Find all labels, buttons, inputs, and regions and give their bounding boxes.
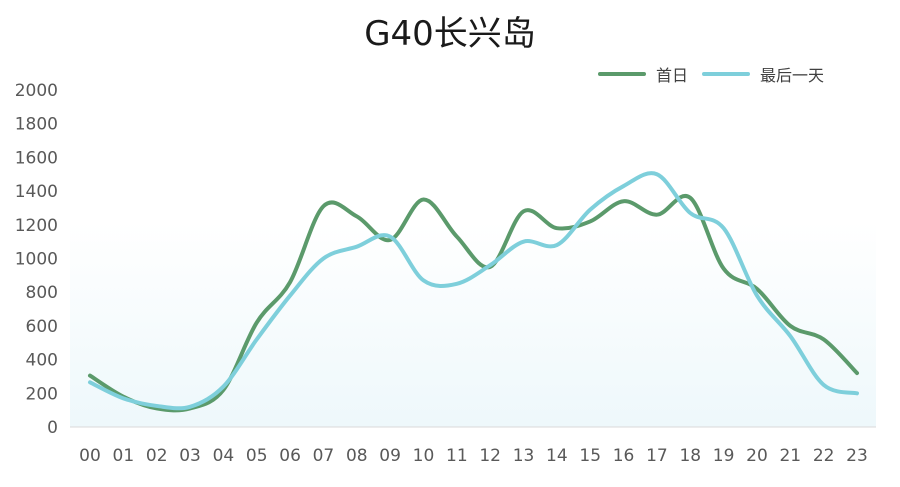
- y-tick-label: 800: [26, 283, 58, 303]
- x-tick-label: 01: [113, 446, 135, 466]
- x-tick-label: 21: [779, 446, 801, 466]
- legend-item-series-0: 首日: [598, 62, 688, 86]
- x-tick-label: 17: [646, 446, 668, 466]
- series-line-1: [88, 171, 859, 411]
- x-tick-label: 16: [613, 446, 635, 466]
- legend: 首日 最后一天: [598, 62, 838, 86]
- y-tick-label: 200: [26, 384, 58, 404]
- chart-title: G40长兴岛: [364, 14, 536, 54]
- legend-label-series-0: 首日: [656, 66, 689, 85]
- plot-background: [70, 222, 876, 427]
- x-tick-label: 14: [546, 446, 568, 466]
- x-tick-label: 05: [246, 446, 268, 466]
- legend-item-series-1: 最后一天: [702, 62, 824, 86]
- x-tick-label: 02: [146, 446, 168, 466]
- x-tick-label: 03: [179, 446, 201, 466]
- x-tick-label: 13: [513, 446, 535, 466]
- x-tick-label: 07: [313, 446, 335, 466]
- x-tick-label: 04: [213, 446, 235, 466]
- x-tick-label: 12: [479, 446, 501, 466]
- y-tick-label: 1000: [15, 250, 58, 270]
- series-line-0: [88, 193, 859, 413]
- legend-label-series-1: 最后一天: [760, 66, 825, 85]
- x-tick-label: 10: [413, 446, 435, 466]
- x-tick-label: 19: [713, 446, 735, 466]
- y-tick-label: 400: [26, 351, 58, 371]
- legend-swatch-series-0: [598, 72, 646, 76]
- y-tick-label: 1200: [15, 216, 58, 236]
- y-tick-label: 2000: [15, 81, 58, 101]
- y-tick-label: 1600: [15, 148, 58, 168]
- x-tick-label: 09: [379, 446, 401, 466]
- x-tick-label: 11: [446, 446, 468, 466]
- legend-swatch-series-1: [702, 72, 751, 76]
- y-tick-label: 600: [26, 317, 58, 337]
- y-tick-label: 1800: [15, 115, 58, 135]
- y-tick-label: 1400: [15, 182, 58, 202]
- x-tick-label: 22: [813, 446, 835, 466]
- x-tick-label: 08: [346, 446, 368, 466]
- x-tick-label: 18: [679, 446, 701, 466]
- x-tick-label: 06: [279, 446, 301, 466]
- x-tick-label: 15: [579, 446, 601, 466]
- y-tick-label: 0: [47, 418, 58, 438]
- x-tick-label: 20: [746, 446, 768, 466]
- x-tick-label: 23: [846, 446, 868, 466]
- x-tick-label: 00: [79, 446, 101, 466]
